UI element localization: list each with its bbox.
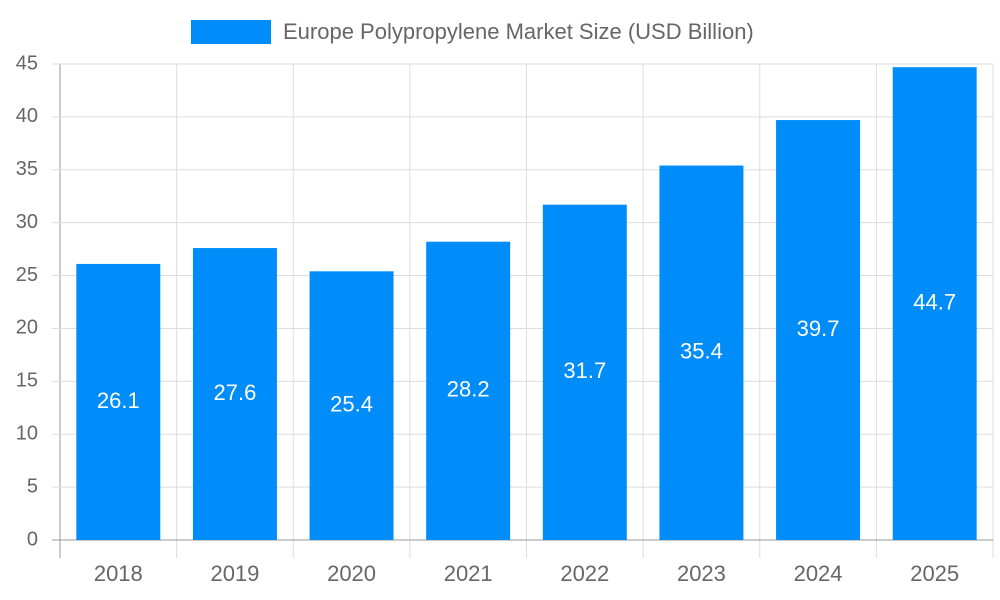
y-tick-label: 15 <box>16 370 38 392</box>
y-tick-label: 35 <box>16 158 38 180</box>
x-tick-label: 2021 <box>444 561 493 586</box>
x-tick-label: 2025 <box>910 561 959 586</box>
x-tick-label: 2022 <box>560 561 609 586</box>
y-tick-label: 30 <box>16 211 38 233</box>
legend-swatch <box>191 20 271 44</box>
data-label: 44.7 <box>913 289 956 314</box>
bar <box>776 120 861 540</box>
data-label: 28.2 <box>447 377 490 402</box>
bar <box>76 263 161 540</box>
bar <box>192 248 277 540</box>
data-label: 31.7 <box>563 358 606 383</box>
bar <box>892 67 977 540</box>
y-tick-label: 0 <box>27 528 38 550</box>
data-label: 39.7 <box>797 316 840 341</box>
y-tick-label: 45 <box>16 52 38 74</box>
data-label: 35.4 <box>680 339 723 364</box>
x-tick-label: 2019 <box>210 561 259 586</box>
y-tick-label: 20 <box>16 317 38 339</box>
x-tick-label: 2024 <box>794 561 843 586</box>
data-label: 27.6 <box>214 380 257 405</box>
y-tick-label: 40 <box>16 105 38 127</box>
legend-label: Europe Polypropylene Market Size (USD Bi… <box>283 19 754 44</box>
y-tick-label: 5 <box>27 475 38 497</box>
bar <box>309 271 394 540</box>
data-label: 25.4 <box>330 391 373 416</box>
bar <box>659 165 744 540</box>
x-tick-label: 2018 <box>94 561 143 586</box>
bar <box>426 241 511 540</box>
y-tick-label: 25 <box>16 264 38 286</box>
data-label: 26.1 <box>97 388 140 413</box>
bar <box>542 204 627 540</box>
y-tick-label: 10 <box>16 423 38 445</box>
x-tick-label: 2020 <box>327 561 376 586</box>
x-tick-label: 2023 <box>677 561 726 586</box>
